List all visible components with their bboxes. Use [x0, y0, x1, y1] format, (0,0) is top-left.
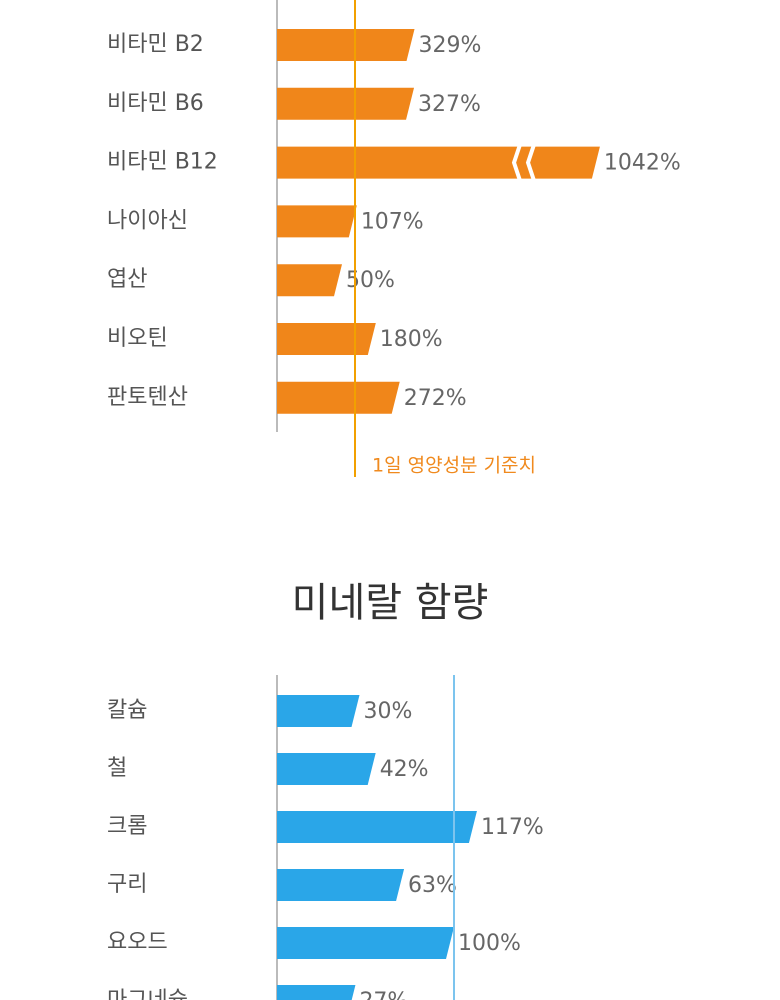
- category-label: 판토텐산: [107, 385, 188, 410]
- chart-title: 미네랄 함량: [292, 580, 489, 626]
- category-label: 엽산: [107, 267, 147, 292]
- bar-break: [511, 143, 522, 182]
- value-label: 117%: [481, 815, 544, 840]
- reference-label: 1일 영양성분 기준치: [372, 455, 536, 477]
- category-label: 비타민 B6: [107, 91, 204, 116]
- bar: [277, 869, 405, 901]
- bar: [277, 87, 415, 120]
- bar: [277, 146, 600, 179]
- category-label: 비타민 B12: [107, 150, 218, 175]
- value-label: 50%: [346, 268, 395, 293]
- value-label: 100%: [458, 931, 521, 956]
- category-label: 칼슘: [107, 698, 147, 723]
- bar: [277, 927, 454, 959]
- bar: [277, 381, 400, 414]
- category-label: 비타민 B2: [107, 32, 204, 57]
- value-label: 63%: [408, 873, 457, 898]
- category-label: 크롬: [107, 814, 147, 839]
- bar: [277, 753, 376, 785]
- value-label: 329%: [419, 33, 482, 58]
- category-label: 비오틴: [107, 326, 168, 351]
- bar: [277, 695, 360, 727]
- value-label: 180%: [380, 327, 443, 352]
- bar: [277, 205, 357, 238]
- value-label: 1042%: [604, 151, 681, 176]
- value-label: 42%: [380, 757, 429, 782]
- bar: [277, 264, 342, 297]
- bar-break: [525, 143, 536, 182]
- bar: [277, 811, 477, 843]
- value-label: 27%: [359, 989, 408, 1000]
- category-label: 나이아신: [107, 208, 188, 233]
- category-label: 철: [107, 756, 127, 781]
- category-label: 구리: [107, 872, 147, 897]
- bar: [277, 29, 415, 61]
- category-label: 마그네슘: [107, 988, 188, 1000]
- value-label: 107%: [361, 209, 424, 234]
- bar: [277, 985, 356, 1000]
- value-label: 327%: [418, 92, 481, 117]
- value-label: 272%: [404, 386, 467, 411]
- value-label: 30%: [364, 699, 413, 724]
- category-label: 요오드: [107, 930, 168, 955]
- bar: [277, 323, 376, 355]
